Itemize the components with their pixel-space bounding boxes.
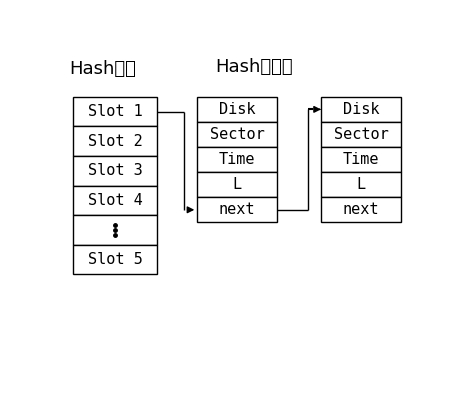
Text: next: next: [343, 202, 379, 217]
Text: next: next: [219, 202, 256, 217]
Bar: [73, 215, 157, 245]
Bar: [73, 245, 157, 275]
Bar: [321, 197, 401, 222]
Text: Slot 5: Slot 5: [88, 252, 142, 267]
Text: Slot 1: Slot 1: [88, 104, 142, 119]
Bar: [73, 186, 157, 215]
Text: Hash表条目: Hash表条目: [215, 58, 292, 76]
Text: Slot 2: Slot 2: [88, 134, 142, 149]
Bar: [321, 147, 401, 172]
Bar: [321, 97, 401, 122]
Text: Slot 4: Slot 4: [88, 193, 142, 208]
Text: Disk: Disk: [343, 102, 379, 117]
Text: L: L: [357, 177, 366, 192]
Bar: [321, 172, 401, 197]
Text: Sector: Sector: [334, 127, 388, 142]
Text: Sector: Sector: [210, 127, 265, 142]
Text: L: L: [233, 177, 242, 192]
Text: Time: Time: [219, 152, 256, 167]
Bar: [73, 156, 157, 186]
Bar: [197, 197, 277, 222]
Text: Time: Time: [343, 152, 379, 167]
Bar: [73, 97, 157, 126]
Bar: [321, 122, 401, 147]
Bar: [197, 172, 277, 197]
Bar: [197, 122, 277, 147]
Text: Slot 3: Slot 3: [88, 163, 142, 178]
Bar: [73, 126, 157, 156]
Bar: [197, 147, 277, 172]
Text: Hash表头: Hash表头: [69, 60, 136, 78]
Text: Disk: Disk: [219, 102, 256, 117]
Bar: [197, 97, 277, 122]
